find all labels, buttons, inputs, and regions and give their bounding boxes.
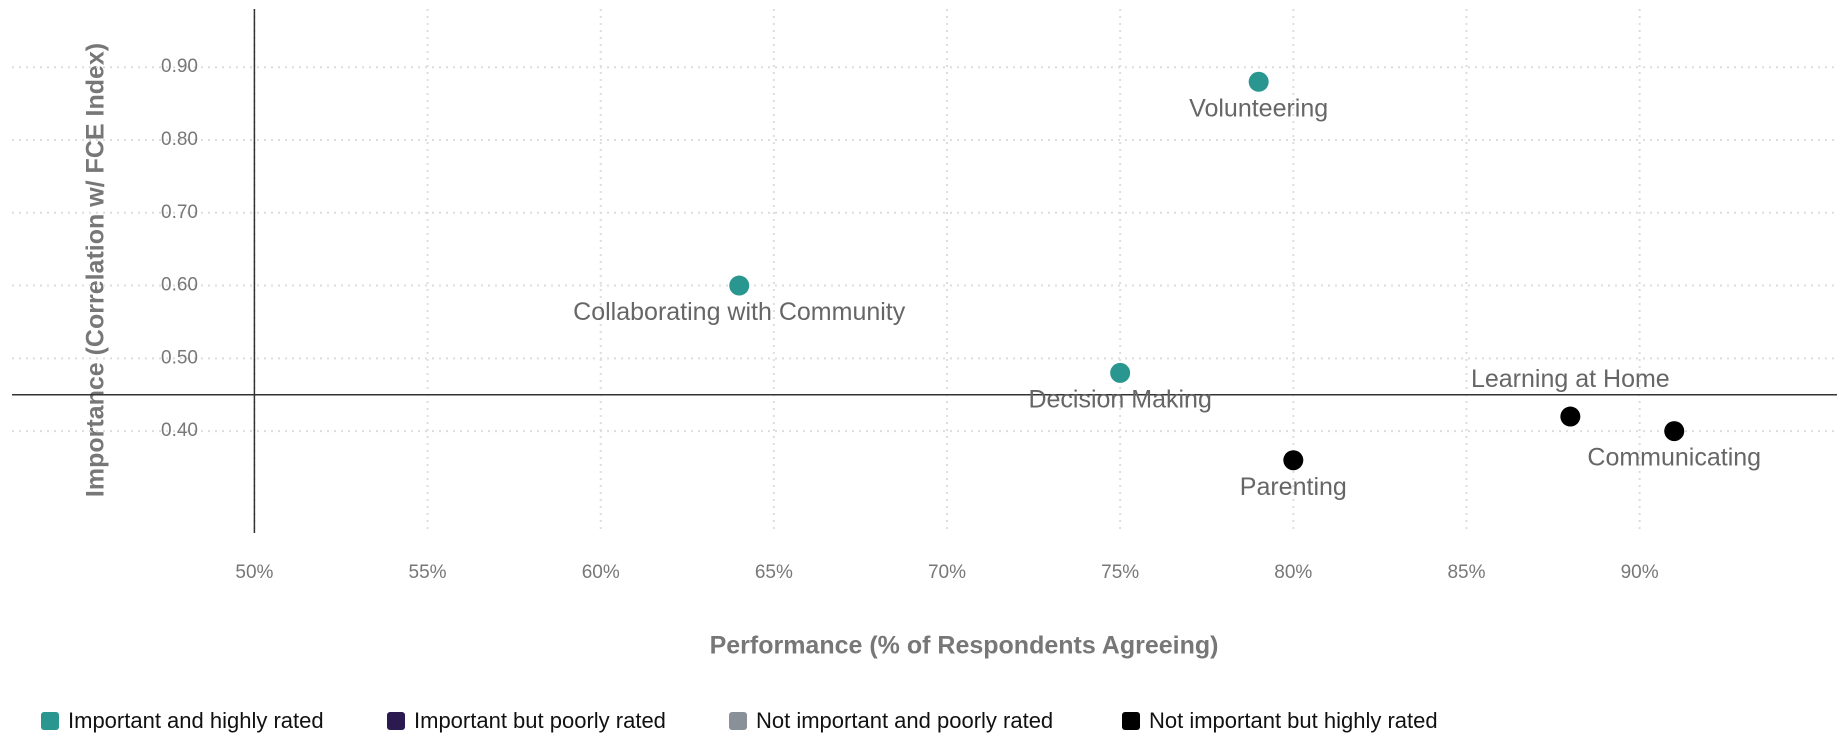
point [729,275,750,296]
legend-swatch [729,712,747,730]
x-tick-label: 70% [928,562,966,583]
point [1664,421,1685,442]
y-tick-label: 0.50 [161,347,198,368]
point [1283,450,1304,471]
x-tick-label: 55% [409,562,447,583]
legend-label: Not important and poorly rated [756,708,1053,733]
y-tick-label: 0.60 [161,275,198,296]
x-tick-label: 60% [582,562,620,583]
legend-swatch [387,712,405,730]
y-axis-title: Importance (Correlation w/ FCE Index) [82,43,110,497]
point-label: Learning at Home [1471,365,1670,393]
point-label: Parenting [1240,473,1347,501]
x-tick-label: 50% [235,562,273,583]
legend-label: Important and highly rated [68,708,324,733]
point [1248,71,1269,92]
legend-label: Important but poorly rated [414,708,666,733]
y-tick-label: 0.70 [161,202,198,223]
legend-swatch [41,712,59,730]
point-label: Communicating [1587,444,1761,472]
point [1560,406,1581,427]
point [1110,362,1131,383]
point-label: Collaborating with Community [573,298,906,326]
legend-swatch [1122,712,1140,730]
point-label: Decision Making [1028,385,1211,413]
x-tick-label: 90% [1621,562,1659,583]
y-tick-label: 0.80 [161,129,198,150]
x-tick-label: 75% [1101,562,1139,583]
y-tick-label: 0.40 [161,420,198,441]
point-label: Volunteering [1189,94,1328,122]
legend-label: Not important but highly rated [1149,708,1438,733]
x-tick-label: 65% [755,562,793,583]
x-tick-label: 85% [1447,562,1485,583]
x-tick-label: 80% [1274,562,1312,583]
x-axis-title: Performance (% of Respondents Agreeing) [710,632,1219,660]
y-tick-label: 0.90 [161,56,198,77]
